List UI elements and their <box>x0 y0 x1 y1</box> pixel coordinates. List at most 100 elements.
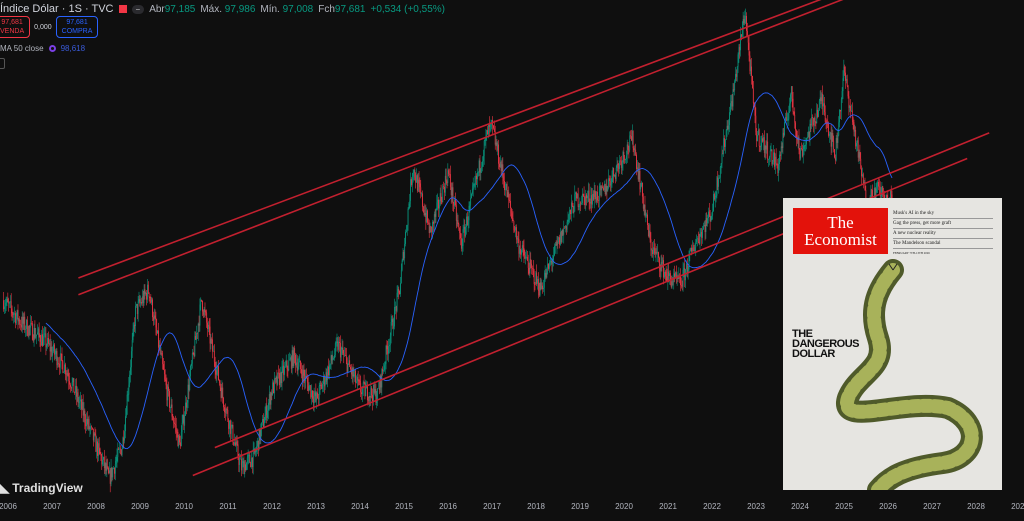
candle <box>634 149 636 151</box>
flag-icon[interactable] <box>118 5 127 13</box>
candle <box>47 338 48 346</box>
candle <box>671 281 673 287</box>
close-value: 97,681 <box>334 3 366 15</box>
candle <box>345 355 347 359</box>
x-tick-label: 2017 <box>483 502 501 511</box>
candle <box>680 275 681 286</box>
candle <box>42 336 44 346</box>
candle <box>666 276 668 282</box>
candle <box>862 174 864 185</box>
candle <box>414 169 416 178</box>
candle <box>577 193 579 207</box>
candle <box>354 370 356 375</box>
candle <box>416 175 418 191</box>
candle <box>629 135 631 150</box>
candle <box>4 306 5 310</box>
candle <box>682 269 684 287</box>
candle <box>237 444 239 458</box>
candle <box>33 328 35 341</box>
candle <box>833 140 835 150</box>
candle <box>719 166 721 178</box>
candle <box>801 148 802 150</box>
candle <box>697 238 698 240</box>
candle <box>818 110 819 117</box>
candle <box>876 184 878 189</box>
candle <box>525 257 527 259</box>
candle <box>834 149 835 158</box>
candle <box>752 75 753 89</box>
candle <box>57 363 59 366</box>
snake-illustration <box>836 259 983 490</box>
candle <box>728 124 730 130</box>
ma-legend[interactable]: MA 50 close 98,618 <box>0 44 85 53</box>
candle <box>290 357 291 360</box>
candle <box>228 420 230 429</box>
candle <box>588 190 590 203</box>
candle <box>785 117 787 121</box>
candle <box>204 309 206 312</box>
candle <box>78 402 80 403</box>
candle <box>16 310 18 317</box>
buy-button[interactable]: 97,681 COMPRA <box>55 16 99 38</box>
candle <box>11 308 13 314</box>
sell-button[interactable]: 97,681 VENDA <box>0 16 31 38</box>
candle <box>201 299 202 301</box>
candle <box>292 350 294 366</box>
candle <box>163 369 165 375</box>
candle <box>379 375 381 390</box>
candle <box>491 120 493 123</box>
candle <box>503 176 505 181</box>
candle <box>627 144 629 150</box>
candle <box>434 214 436 217</box>
candle <box>335 342 337 344</box>
candle <box>594 190 596 197</box>
candle <box>160 353 162 354</box>
collapse-toggle[interactable]: − <box>131 4 145 14</box>
candle <box>669 273 670 276</box>
candle <box>439 193 441 206</box>
candle <box>478 160 480 172</box>
candle <box>48 338 49 344</box>
candle <box>662 260 664 264</box>
x-tick-label: 2026 <box>879 502 897 511</box>
candle <box>472 185 474 189</box>
candle <box>280 372 282 384</box>
tradingview-logo[interactable]: ◣ TradingView <box>0 481 83 495</box>
candle <box>636 154 637 169</box>
settings-icon[interactable] <box>48 45 56 52</box>
candle <box>44 333 46 335</box>
candle <box>286 361 288 369</box>
candle <box>488 124 490 127</box>
logo-text: TradingView <box>12 481 83 495</box>
collapse-legend-button[interactable] <box>0 58 5 69</box>
candle <box>176 431 178 433</box>
candle <box>749 55 751 72</box>
candle <box>85 422 87 427</box>
candle <box>42 334 43 346</box>
candle <box>817 109 818 117</box>
candle <box>445 175 447 182</box>
candle <box>536 272 538 284</box>
candle <box>608 178 609 188</box>
symbol-title[interactable]: Índice Dólar · 1S · TVC <box>0 3 114 15</box>
candle <box>625 159 626 161</box>
candle <box>570 202 572 215</box>
candle <box>852 118 854 123</box>
candle <box>438 205 440 209</box>
candle <box>90 426 92 429</box>
x-tick-label: 2022 <box>703 502 721 511</box>
candle <box>747 36 749 43</box>
candle <box>782 132 784 148</box>
candle <box>169 391 170 408</box>
candle <box>493 125 494 129</box>
candle <box>24 316 26 330</box>
candle <box>502 164 504 177</box>
candle <box>341 347 343 350</box>
candle <box>605 185 607 195</box>
candle <box>91 426 92 428</box>
candle <box>452 187 454 204</box>
candle <box>807 137 808 138</box>
candle <box>217 366 219 369</box>
candle <box>872 190 873 203</box>
